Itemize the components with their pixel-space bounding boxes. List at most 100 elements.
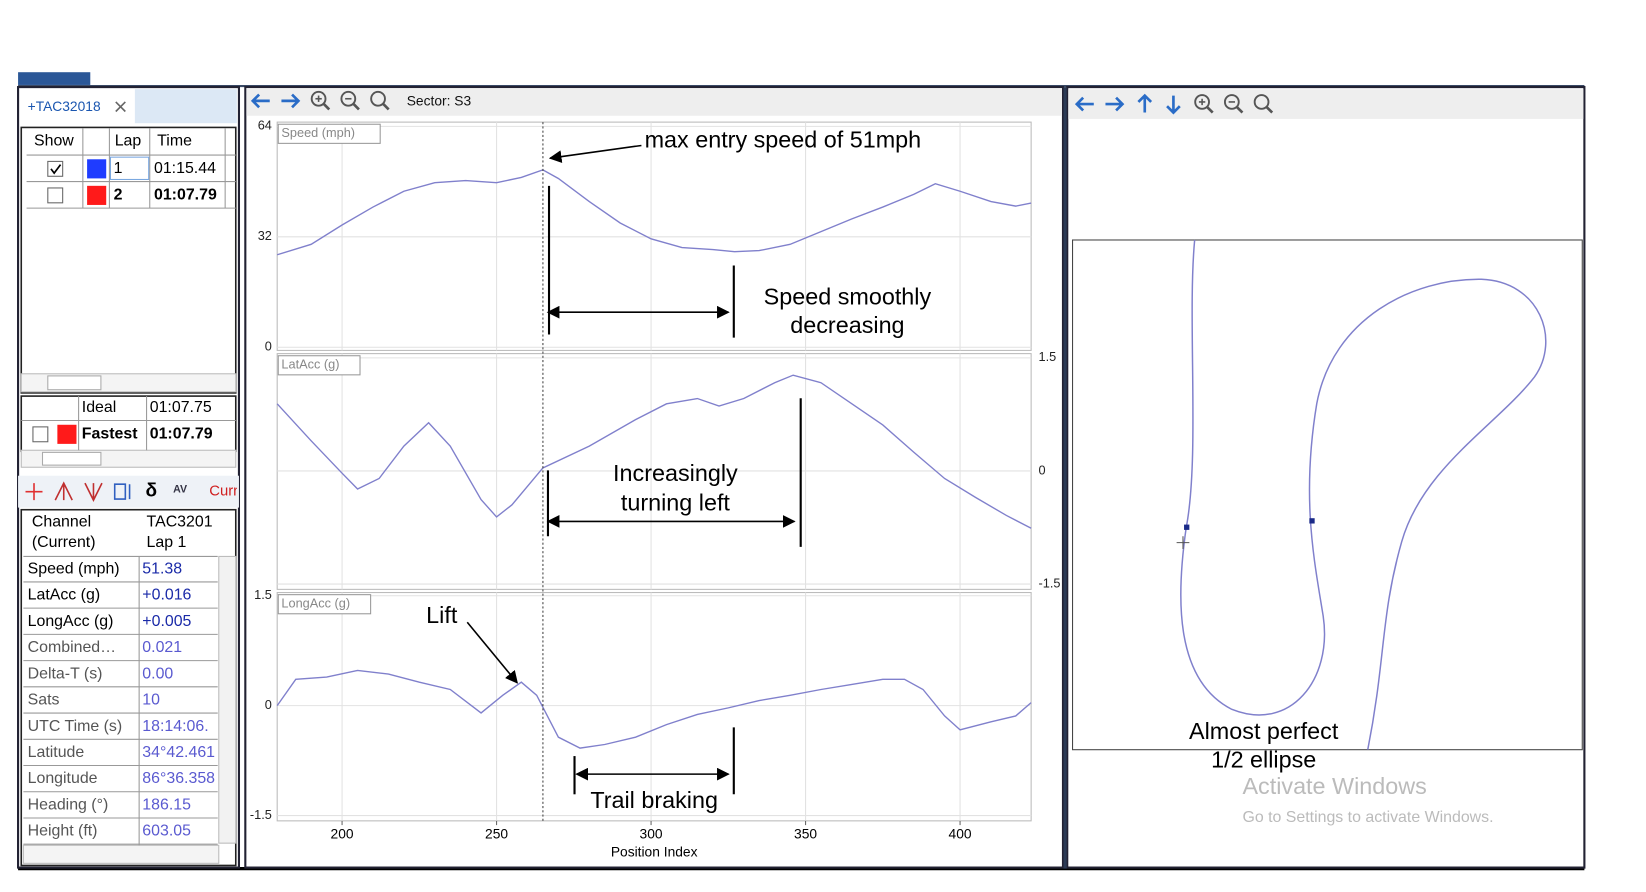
tab-title[interactable]: +TAC32018	[28, 99, 101, 114]
left-panel-content: Show Lap Time 1 01:15.44 2 01:07.79 Ideal 01:07.…	[21, 128, 238, 846]
summary-time: 01:07.75	[150, 399, 212, 416]
lap-number: 1	[114, 160, 123, 177]
annotation: decreasing	[790, 312, 904, 338]
channel-value: 0.021	[142, 639, 182, 656]
scrollbar[interactable]	[22, 844, 220, 864]
toolbar-button[interactable]	[340, 90, 357, 107]
y-tick-label: 64	[258, 118, 272, 133]
x-tick-label: 350	[794, 826, 817, 841]
toolbar-button[interactable]	[1074, 96, 1094, 112]
channel-name: Heading (°)	[28, 796, 109, 813]
data-line	[276, 669, 1032, 749]
toolbar-button[interactable]	[1105, 96, 1125, 112]
sector-label: Sector: S3	[407, 94, 472, 109]
annotation-arrow	[466, 621, 518, 684]
checkbox[interactable]	[47, 160, 64, 177]
y-tick-label: -1.5	[1039, 575, 1061, 590]
x-tick-label: 250	[485, 826, 508, 841]
chart-label-box	[277, 123, 381, 144]
y-tick-label: 1.5	[1039, 349, 1057, 364]
track-marker	[1184, 524, 1190, 530]
channel-value: 18:14:06.	[142, 718, 208, 735]
lap-color	[87, 159, 107, 179]
toolbar-button-part	[322, 103, 331, 111]
channel-name: Longitude	[28, 770, 98, 787]
y-tick-label: 32	[258, 228, 272, 243]
toolbar-button[interactable]	[1253, 94, 1270, 110]
tab[interactable]	[20, 89, 135, 124]
toolbar-button[interactable]	[370, 90, 386, 107]
chart-label-box	[277, 355, 361, 376]
channel-value: 186.15	[142, 796, 191, 813]
column-header: TAC3201	[147, 514, 213, 531]
x-tick-label: 300	[640, 826, 663, 841]
channel-name: Combined…	[28, 639, 116, 656]
track-map	[1072, 239, 1583, 751]
channel-name: Delta-T (s)	[28, 665, 103, 682]
channel-value: 51.38	[142, 560, 182, 577]
chart-label-box	[277, 594, 372, 615]
chart-label: LatAcc (g)	[281, 357, 339, 372]
channel-toolbar	[18, 475, 239, 508]
lap-time: 01:15.44	[154, 160, 216, 177]
toolbar-button-part	[1206, 106, 1214, 114]
x-axis-label: Position Index	[611, 844, 698, 859]
channel-values: 51.38 +0.016 +0.005 0.021 0.00 10 18:14:06. 34°…	[142, 560, 215, 839]
toolbar-icon[interactable]: AV	[173, 483, 187, 495]
annotation: Lift	[426, 602, 458, 628]
toolbar-button[interactable]	[310, 90, 327, 107]
summary-time: 01:07.79	[150, 426, 213, 443]
column-header: Lap 1	[147, 534, 187, 551]
scrollbar[interactable]	[218, 555, 237, 844]
channel-table	[20, 508, 237, 867]
data-line	[276, 374, 1032, 529]
toolbar-button[interactable]	[281, 93, 301, 109]
lap-color	[57, 424, 77, 444]
lap-color	[87, 185, 107, 205]
scroll-thumb[interactable]	[47, 375, 102, 391]
channel-value: 603.05	[142, 823, 191, 840]
x-tick-label: 200	[331, 826, 354, 841]
checkbox[interactable]	[47, 187, 64, 204]
column-header: Lap	[115, 132, 142, 149]
toolbar-button[interactable]	[84, 482, 103, 502]
toolbar-button[interactable]	[1194, 94, 1210, 110]
chart-label: LongAcc (g)	[281, 596, 350, 611]
toolbar-button[interactable]	[1166, 95, 1181, 115]
lap-time: 01:07.79	[154, 187, 217, 204]
summary-label: Fastest	[82, 426, 138, 443]
toolbar-button[interactable]	[1137, 93, 1153, 113]
tab-close[interactable]	[115, 101, 126, 113]
toolbar-button[interactable]	[54, 481, 73, 501]
column-header: Channel	[32, 514, 91, 531]
toolbar-button[interactable]	[113, 483, 131, 500]
checkbox[interactable]	[32, 426, 49, 443]
y-tick-label: 1.5	[254, 587, 272, 602]
map-annotation: Almost perfect	[1189, 718, 1339, 744]
channel-value: +0.016	[142, 587, 191, 604]
scroll-thumb[interactable]	[41, 451, 102, 466]
channel-name: LongAcc (g)	[28, 613, 114, 630]
toolbar-icon[interactable]: δ	[146, 481, 158, 502]
toolbar-label: Curr	[209, 484, 238, 500]
toolbar-button[interactable]	[25, 483, 43, 501]
channel-value: 86°36.358	[142, 770, 215, 787]
channel-name: UTC Time (s)	[28, 718, 123, 735]
channel-value: 10	[142, 692, 160, 709]
map-annotation: 1/2 ellipse	[1211, 747, 1316, 773]
annotation: Speed smoothly	[764, 284, 932, 310]
watermark-title: Activate Windows	[1242, 773, 1426, 799]
channel-name: Height (ft)	[28, 823, 98, 840]
annotation-arrow	[548, 144, 642, 163]
menu-tab[interactable]	[18, 72, 91, 85]
toolbar-button[interactable]	[1223, 94, 1240, 110]
summary-label: Ideal	[82, 399, 117, 416]
watermark-subtitle: Go to Settings to activate Windows.	[1242, 809, 1493, 826]
tab-strip	[134, 89, 237, 124]
toolbar-button[interactable]	[250, 93, 270, 109]
annotation: Trail braking	[590, 787, 718, 813]
x-tick-label: 400	[949, 826, 972, 841]
toolbar-button-part	[1265, 106, 1274, 114]
